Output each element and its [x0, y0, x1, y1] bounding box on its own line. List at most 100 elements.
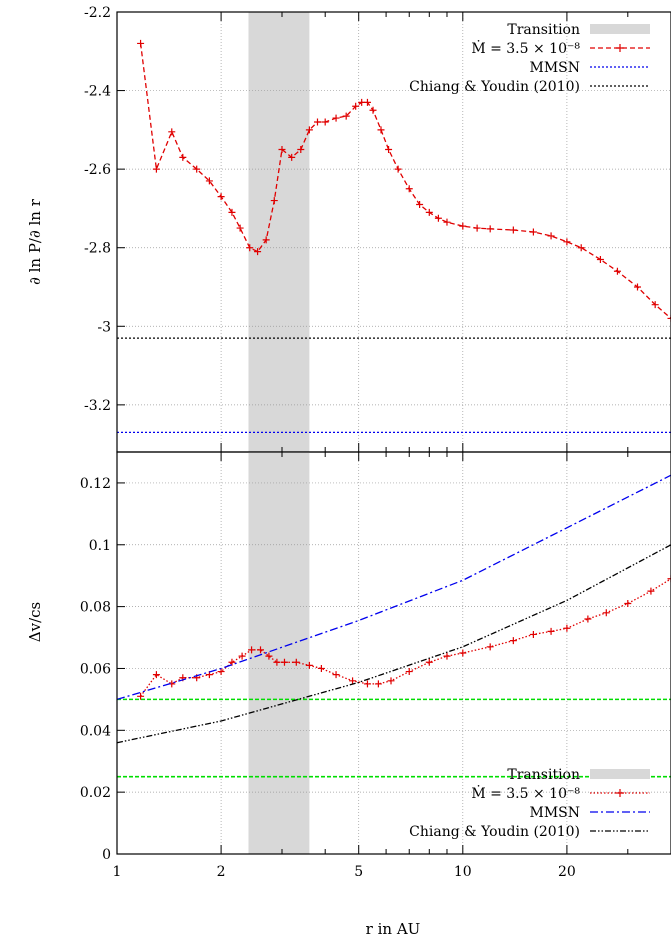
- plot-frame: [116, 11, 671, 453]
- data-point: [385, 146, 393, 153]
- data-point: [342, 112, 350, 120]
- plot-frame: [116, 451, 671, 855]
- y-tick-label: 0.1: [89, 538, 111, 554]
- data-point: [321, 118, 329, 126]
- data-point: [425, 658, 433, 666]
- data-point: [563, 624, 571, 632]
- series-line: [116, 474, 671, 701]
- data-point: [262, 236, 270, 244]
- data-point: [459, 649, 467, 657]
- x-tick-label: 20: [558, 864, 576, 880]
- data-point: [137, 692, 145, 700]
- legend-label: Chiang & Youdin (2010): [409, 824, 580, 840]
- data-point: [405, 668, 413, 676]
- y-tick-label: -2.8: [84, 241, 111, 257]
- y-tick-label: -3.2: [84, 398, 111, 414]
- series-line: [116, 544, 671, 744]
- data-point: [443, 652, 451, 660]
- data-point: [647, 587, 655, 595]
- data-point: [305, 661, 313, 669]
- bottom-panel: 0 0.02 0.04 0.06 0.08 0.1 0.12 1 2 5 10 20 Transitio…: [80, 451, 671, 880]
- data-point: [547, 627, 555, 635]
- y-tick-label: 0.06: [80, 661, 111, 677]
- data-point: [179, 153, 187, 161]
- data-point: [363, 98, 371, 106]
- data-point: [288, 153, 296, 161]
- top-ylabel: ∂ ln P/∂ ln r: [26, 198, 44, 285]
- data-point: [377, 126, 385, 134]
- y-tick-label: 0.02: [80, 785, 111, 801]
- data-point: [236, 224, 244, 232]
- legend-label: Ṁ = 3.5 × 10⁻⁸: [471, 39, 580, 57]
- data-point: [297, 146, 305, 153]
- data-point: [238, 652, 246, 660]
- data-point: [633, 283, 641, 291]
- data-point: [349, 677, 357, 685]
- series-line: [139, 43, 671, 319]
- data-point: [434, 214, 442, 222]
- data-point: [416, 201, 424, 208]
- data-point: [509, 226, 517, 234]
- data-point: [317, 664, 325, 672]
- data-point: [246, 244, 254, 252]
- data-point: [394, 165, 402, 173]
- data-point: [509, 637, 517, 645]
- data-point: [577, 244, 585, 252]
- data-point: [667, 314, 671, 322]
- data-point: [563, 238, 571, 246]
- data-point: [596, 256, 604, 263]
- data-point: [305, 126, 313, 134]
- data-point: [352, 102, 360, 110]
- data-point: [602, 609, 610, 617]
- data-point: [273, 658, 281, 666]
- x-tick-label: 1: [113, 864, 122, 880]
- legend-label: Transition: [507, 767, 580, 783]
- data-point: [248, 646, 256, 654]
- data-point: [624, 600, 632, 608]
- data-point: [369, 106, 377, 114]
- data-point: [584, 615, 592, 623]
- legend-marker: [616, 44, 624, 52]
- legend-label: MMSN: [529, 60, 580, 76]
- data-point: [443, 218, 451, 226]
- data-point: [613, 267, 621, 275]
- y-tick-label: -2.4: [84, 84, 111, 100]
- data-point: [254, 248, 262, 256]
- xlabel: r in AU: [366, 920, 421, 938]
- data-point: [313, 118, 321, 126]
- y-tick-label: 0.12: [80, 476, 111, 492]
- legend-label: Ṁ = 3.5 × 10⁻⁸: [471, 784, 580, 802]
- data-point: [459, 222, 467, 230]
- data-point: [152, 671, 160, 679]
- data-point: [486, 643, 494, 651]
- bottom-ylabel: Δv/cs: [26, 602, 44, 642]
- data-point: [473, 224, 481, 232]
- legend-label: Transition: [507, 22, 580, 38]
- data-point: [270, 197, 278, 205]
- data-point: [651, 301, 659, 309]
- data-point: [137, 39, 145, 47]
- data-point: [332, 671, 340, 679]
- data-point: [529, 228, 537, 236]
- x-tick-label: 10: [454, 864, 472, 880]
- data-point: [529, 630, 537, 638]
- y-tick-label: 0: [102, 847, 111, 863]
- data-point: [168, 128, 176, 136]
- data-point: [193, 165, 201, 173]
- data-point: [547, 232, 555, 240]
- data-point: [228, 658, 236, 666]
- data-point: [152, 165, 160, 173]
- data-point: [387, 677, 395, 685]
- data-point: [374, 680, 382, 688]
- data-point: [257, 646, 264, 654]
- series-line: [140, 578, 671, 697]
- y-tick-label: 0.04: [80, 723, 111, 739]
- data-point: [363, 680, 371, 688]
- data-point: [217, 668, 225, 676]
- x-tick-label: 2: [217, 864, 226, 880]
- data-point: [217, 193, 225, 201]
- data-point: [280, 658, 288, 666]
- legend-label: MMSN: [529, 805, 580, 821]
- data-point: [265, 652, 273, 660]
